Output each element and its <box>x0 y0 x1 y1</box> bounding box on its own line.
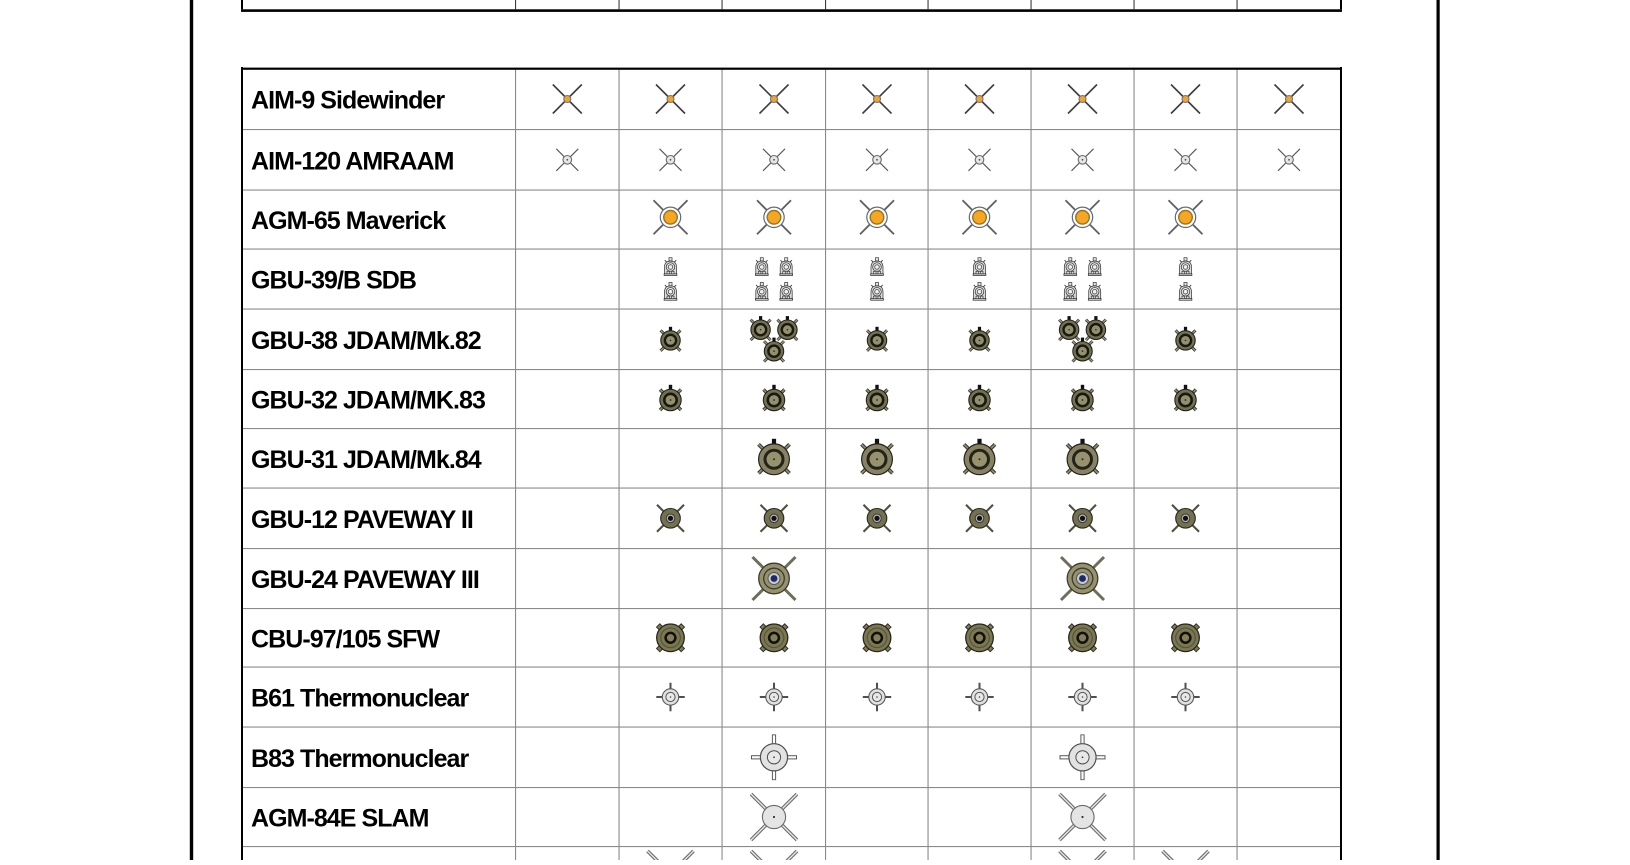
svg-text:AIM-120 AMRAAM: AIM-120 AMRAAM <box>251 147 454 175</box>
svg-text:GBU-12 PAVEWAY II: GBU-12 PAVEWAY II <box>251 506 473 534</box>
svg-text:AGM-84E SLAM: AGM-84E SLAM <box>251 805 429 833</box>
svg-text:GBU-38 JDAM/Mk.82: GBU-38 JDAM/Mk.82 <box>251 327 481 355</box>
svg-text:GBU-39/B SDB: GBU-39/B SDB <box>251 267 416 295</box>
svg-text:GBU-24 PAVEWAY III: GBU-24 PAVEWAY III <box>251 566 479 594</box>
svg-text:B61 Thermonuclear: B61 Thermonuclear <box>251 685 469 713</box>
svg-text:CBU-97/105 SFW: CBU-97/105 SFW <box>251 625 440 653</box>
svg-text:AIM-9 Sidewinder: AIM-9 Sidewinder <box>251 87 445 115</box>
svg-text:AGM-65 Maverick: AGM-65 Maverick <box>251 207 446 235</box>
svg-text:GBU-32 JDAM/MK.83: GBU-32 JDAM/MK.83 <box>251 387 485 415</box>
svg-text:GBU-31 JDAM/Mk.84: GBU-31 JDAM/Mk.84 <box>251 446 482 474</box>
svg-text:B83 Thermonuclear: B83 Thermonuclear <box>251 745 469 773</box>
